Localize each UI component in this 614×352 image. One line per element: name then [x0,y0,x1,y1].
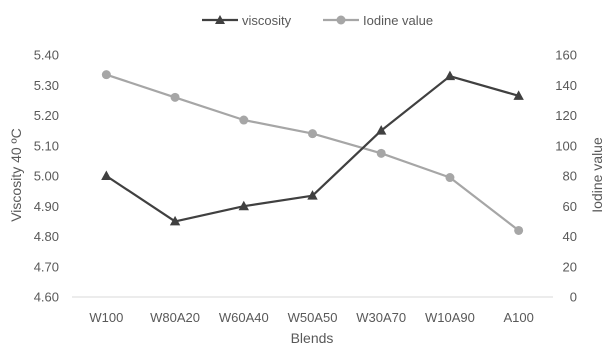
left-tick-label: 5.10 [34,138,59,153]
data-point-iodine-value [170,92,180,102]
x-tick-label: A100 [503,310,533,325]
data-point-viscosity [101,170,112,180]
x-tick-label: W50A50 [288,310,338,325]
data-point-viscosity [376,125,387,135]
left-tick-label: 4.60 [34,290,59,305]
right-tick-label: 100 [555,138,577,153]
left-tick-label: 4.70 [34,259,59,274]
legend-triangle-marker [215,15,225,24]
left-tick-label: 5.40 [34,48,59,63]
x-axis-ticks: W100 W80A20 W60A40 W50A50 W30A70 W10A90 A100 [89,310,533,325]
right-tick-label: 140 [555,78,577,93]
x-tick-label: W10A90 [425,310,475,325]
x-tick-label: W30A70 [356,310,406,325]
series-layer [101,70,524,235]
right-tick-label: 120 [555,108,577,123]
data-point-viscosity [169,215,181,226]
data-point-iodine-value [308,129,317,139]
data-point-iodine-value [514,225,524,235]
data-point-iodine-value [101,70,111,80]
legend-label-viscosity: viscosity [242,13,292,28]
right-tick-label: 0 [570,290,577,305]
left-tick-label: 5.00 [34,169,59,184]
x-tick-label: W60A40 [219,310,269,325]
data-point-viscosity [513,90,524,100]
x-axis-title: Blends [291,330,334,346]
right-tick-label: 20 [563,259,577,274]
legend-item-viscosity: viscosity [202,13,292,28]
legend: viscosity Iodine value [202,13,433,28]
legend-label-iodine: Iodine value [363,13,433,28]
legend-circle-marker [336,15,346,25]
left-tick-label: 5.20 [34,108,59,123]
right-tick-label: 60 [563,199,577,214]
right-axis-ticks: 0 20 40 60 80 100 120 140 160 [555,48,577,305]
data-point-viscosity [444,70,456,81]
right-tick-label: 160 [555,48,577,63]
data-point-iodine-value [376,148,386,158]
left-tick-label: 5.30 [34,78,59,93]
data-point-viscosity [238,200,249,211]
legend-item-iodine: Iodine value [323,13,433,28]
left-tick-label: 4.90 [34,199,59,214]
left-tick-label: 4.80 [34,229,59,244]
left-axis-ticks: 4.60 4.70 4.80 4.90 5.00 5.10 5.20 5.30 5.40 [34,48,59,305]
right-tick-label: 80 [563,169,577,184]
data-point-viscosity [307,190,318,200]
right-tick-label: 40 [563,229,577,244]
series-line-iodine-value [106,73,520,232]
right-axis-title: Iodine value [589,137,605,213]
data-point-iodine-value [239,115,249,125]
left-axis-title: Viscosity 40 ºC [8,128,24,222]
data-point-iodine-value [445,173,455,183]
x-tick-label: W100 [89,310,123,325]
x-tick-label: W80A20 [150,310,200,325]
